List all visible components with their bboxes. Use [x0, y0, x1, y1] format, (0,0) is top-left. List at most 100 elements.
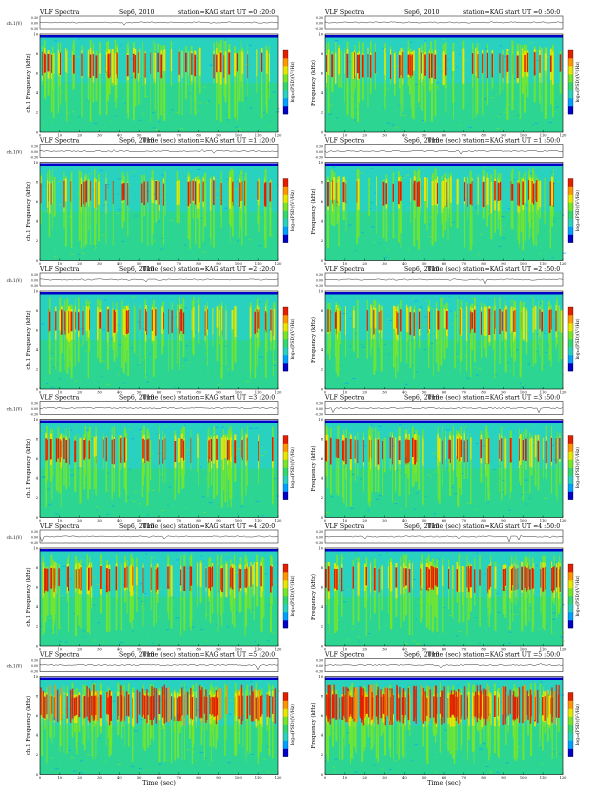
spectrum-texture: [146, 514, 150, 516]
y-tick-label: 4: [321, 734, 324, 738]
spectrum-texture: [346, 639, 349, 641]
spectrum-texture: [462, 448, 464, 450]
colorbar-segment: [283, 604, 288, 613]
spectrum-texture: [58, 181, 62, 182]
spectrum-texture: [115, 324, 120, 326]
dense-emission: [422, 688, 425, 724]
sferic-peak: [480, 439, 483, 459]
x-axis-label: Time (sec): [142, 779, 176, 787]
spectrum-texture: [272, 91, 277, 93]
y-tick-label: 6: [36, 72, 39, 76]
colorbar-frame: [567, 178, 574, 243]
sferic-peak: [258, 441, 259, 461]
spectrum-texture: [198, 102, 203, 104]
sferic-streak: [519, 44, 522, 119]
dense-emission: [450, 690, 453, 715]
spectrum-texture: [158, 121, 161, 123]
amplitude-axis-label: ch.1(V): [7, 535, 23, 540]
spectrum-texture: [156, 690, 158, 692]
spectrum-texture: [253, 319, 256, 320]
sferic-peak: [382, 181, 385, 206]
sferic-peak: [95, 55, 98, 79]
spectrum-texture: [124, 373, 127, 374]
sferic-peak: [134, 55, 137, 79]
y-tick-label: 6: [321, 586, 324, 590]
sferic-streak: [204, 172, 207, 227]
sferic-peak: [499, 53, 501, 74]
sferic-core: [163, 49, 166, 71]
x-tick-label: 70: [177, 648, 182, 652]
dense-emission: [380, 689, 382, 716]
spectrum-texture: [144, 95, 149, 97]
spectrum-texture: [443, 607, 446, 609]
x-tick-label: 40: [402, 134, 407, 138]
colorbar-segment: [568, 178, 573, 187]
sferic-peak: [257, 181, 259, 200]
spectrum-texture: [373, 440, 376, 442]
sferic-core: [106, 51, 109, 72]
spectrum-texture: [531, 436, 536, 438]
spectrum-texture: [60, 60, 63, 62]
spectrum-texture: [235, 572, 239, 574]
spectrum-texture: [330, 496, 334, 498]
spectrum-texture: [267, 640, 270, 642]
sferic-peak: [239, 182, 240, 207]
spectrum-texture: [418, 602, 421, 603]
y-axis-label: Frequency (kHz): [310, 317, 317, 363]
y-axis-label: Frequency (kHz): [310, 703, 317, 749]
y-tick-label: 10: [33, 289, 38, 293]
sferic-streak: [538, 300, 539, 345]
sferic-streak: [95, 426, 97, 496]
amplitude-tick-label: 0.30: [316, 530, 323, 534]
sferic-streak: [205, 565, 207, 620]
sferic-core: [153, 52, 155, 79]
spectrum-texture: [120, 44, 122, 46]
sferic-streak: [346, 41, 349, 115]
sferic-streak: [417, 51, 420, 104]
x-axis-label: Time (sec): [427, 779, 461, 787]
spectrum-texture: [184, 359, 187, 361]
spectrum-texture: [560, 636, 564, 638]
sferic-peak: [181, 438, 183, 458]
spectrum-texture: [208, 763, 211, 765]
sferic-streak: [392, 431, 393, 503]
sferic-streak: [336, 555, 338, 632]
spectrum-texture: [521, 386, 525, 388]
spectrum-texture: [463, 447, 468, 449]
sferic-streak: [241, 169, 243, 246]
spectrum-texture: [412, 298, 414, 300]
spectrum-top-edge: [40, 292, 278, 295]
spectrum-texture: [545, 573, 547, 574]
x-tick-label: 110: [540, 519, 548, 523]
spectrum-texture: [243, 106, 245, 108]
sferic-core: [494, 566, 497, 589]
sferic-peak: [155, 181, 158, 201]
sferic-peak: [146, 695, 149, 715]
spectrum-texture: [52, 186, 54, 188]
spectrum-texture: [93, 122, 98, 124]
spectrum-texture: [344, 382, 349, 384]
spectrum-texture: [527, 363, 531, 365]
sferic-peak: [190, 566, 193, 586]
spectrum-texture: [114, 115, 117, 117]
colorbar-segment: [568, 323, 573, 332]
sferic-peak: [117, 696, 120, 720]
dense-emission: [483, 688, 485, 719]
dense-emission: [347, 691, 349, 723]
sferic-peak: [216, 438, 218, 460]
sferic-peak: [550, 437, 552, 462]
spectrum-texture: [465, 194, 467, 196]
x-axis-label: Time (sec): [427, 651, 461, 659]
spectrum-texture: [205, 102, 208, 104]
sferic-peak: [343, 440, 345, 462]
spectrum-texture: [414, 322, 417, 324]
sferic-peak: [408, 440, 410, 462]
sferic-peak: [158, 181, 160, 205]
sferic-streak: [357, 54, 360, 122]
spectrum-texture: [452, 221, 455, 223]
spectrum-texture: [512, 179, 516, 181]
sferic-streak: [264, 169, 267, 248]
spectrum-texture: [413, 640, 416, 642]
colorbar-segment: [283, 210, 288, 219]
sferic-core: [456, 434, 458, 457]
